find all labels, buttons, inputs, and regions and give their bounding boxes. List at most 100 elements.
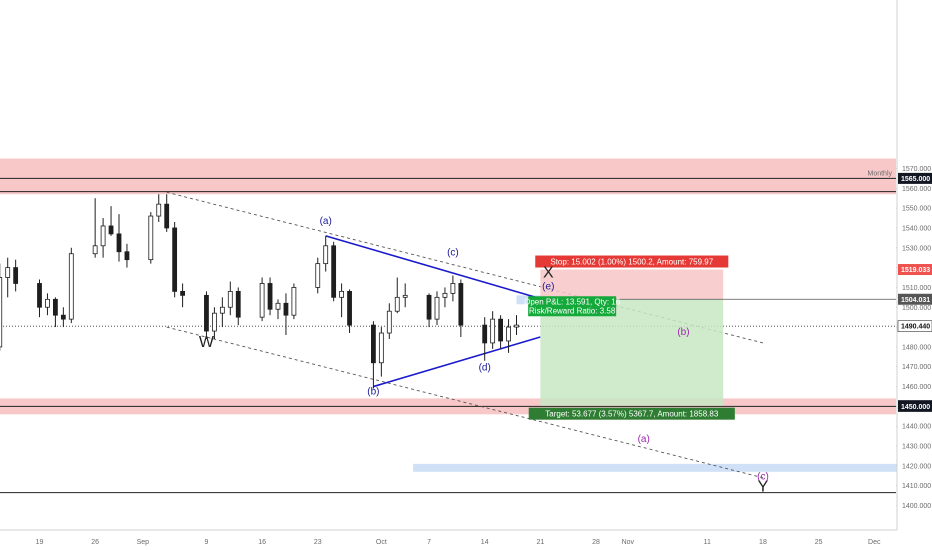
price-badge-label: 1490.440	[901, 324, 930, 331]
horizontal-line-label: Monthly	[867, 170, 892, 177]
y-tick-label: 1560.000	[902, 186, 931, 193]
candle-body[interactable]	[172, 227, 178, 292]
candle-body[interactable]	[370, 324, 376, 364]
time-axis[interactable]	[0, 530, 932, 550]
candle-body[interactable]	[315, 263, 321, 288]
x-tick-label: Sep	[137, 539, 150, 546]
price-badge	[898, 264, 932, 276]
wave-label: (a)	[638, 434, 650, 445]
candle-body[interactable]	[291, 287, 297, 316]
candle-body[interactable]	[490, 318, 496, 344]
channel-line-1[interactable]	[166, 326, 764, 479]
candle-body[interactable]	[60, 314, 66, 320]
resistance-zone-0	[0, 158, 896, 195]
x-tick-label: 7	[427, 539, 431, 546]
wave-label: (d)	[479, 363, 491, 374]
candle-body[interactable]	[45, 298, 50, 308]
candle-body[interactable]	[219, 306, 225, 314]
candle-body[interactable]	[386, 310, 392, 334]
candle-body[interactable]	[514, 324, 519, 328]
candle-body[interactable]	[458, 283, 464, 326]
x-tick-label: 21	[536, 539, 544, 546]
price-badge-label: 1504.031	[901, 297, 930, 304]
y-tick-label: 1420.000	[902, 463, 931, 470]
y-tick-label: 1440.000	[902, 424, 931, 431]
candle-body[interactable]	[394, 296, 400, 312]
wave-label: (b)	[677, 327, 689, 338]
candle-body[interactable]	[378, 332, 384, 364]
open-pnl-label: Open P&L: 13.591, Qty: 16	[524, 297, 621, 306]
wave-label: (a)	[320, 216, 332, 227]
pattern-label: X	[543, 265, 554, 282]
candle-body[interactable]	[53, 298, 58, 316]
price-badge-label: 1450.000	[901, 404, 930, 411]
wave-label: (e)	[542, 281, 554, 292]
wave-label: (c)	[757, 472, 769, 483]
candle-body[interactable]	[402, 294, 408, 298]
candle-body[interactable]	[434, 296, 440, 320]
candle-body[interactable]	[68, 253, 74, 320]
y-tick-label: 1470.000	[902, 364, 931, 371]
price-badge	[898, 172, 932, 184]
y-tick-label: 1480.000	[902, 344, 931, 351]
candle-body[interactable]	[180, 290, 186, 296]
x-tick-label: Nov	[622, 539, 635, 546]
price-badge	[898, 293, 932, 305]
y-tick-label: 1400.000	[902, 503, 931, 510]
x-tick-label: 11	[704, 539, 711, 546]
candle-body[interactable]	[227, 290, 233, 308]
candle-body[interactable]	[0, 277, 3, 348]
y-tick-label: 1550.000	[902, 206, 931, 213]
candle-body[interactable]	[13, 267, 19, 284]
candle-body[interactable]	[211, 312, 217, 332]
candle-body[interactable]	[482, 324, 488, 344]
target-label: Target: 53.677 (3.57%) 5367.7, Amount: 1…	[545, 410, 719, 419]
candle-body[interactable]	[92, 245, 98, 255]
candle-body[interactable]	[498, 318, 504, 342]
candle-body[interactable]	[506, 326, 511, 342]
candle-body[interactable]	[37, 283, 42, 308]
risk-reward-label: Risk/Reward Ratio: 3.58	[529, 306, 616, 315]
price-badge	[897, 320, 932, 333]
x-tick-label: 25	[815, 539, 823, 546]
x-tick-label: 28	[592, 539, 600, 546]
candle-body[interactable]	[267, 283, 273, 310]
take-profit-area[interactable]	[540, 299, 724, 406]
candle-body[interactable]	[347, 290, 352, 326]
wave-label: (c)	[447, 248, 459, 259]
candle-body[interactable]	[339, 290, 345, 298]
candle-body[interactable]	[108, 225, 114, 235]
candle-body[interactable]	[100, 225, 106, 247]
candle-body[interactable]	[116, 233, 122, 253]
candle-body[interactable]	[283, 302, 289, 316]
candle-body[interactable]	[259, 283, 265, 318]
candle-body[interactable]	[148, 215, 154, 261]
y-tick-label: 1460.000	[902, 384, 931, 391]
stop-label: Stop: 15.002 (1.00%) 1500.2, Amount: 759…	[550, 258, 713, 267]
triangle-line-3[interactable]	[373, 336, 541, 388]
candle-body[interactable]	[442, 292, 448, 298]
x-tick-label: 9	[204, 539, 208, 546]
price-badge-label: 1519.033	[901, 267, 930, 274]
candle-body[interactable]	[124, 251, 130, 261]
candle-body[interactable]	[323, 245, 329, 265]
price-badge	[898, 400, 932, 412]
pattern-label: Y	[758, 479, 769, 496]
candle-body[interactable]	[235, 290, 241, 318]
pattern-label: W	[199, 334, 215, 351]
stop-loss-area[interactable]	[540, 269, 724, 300]
candle-body[interactable]	[450, 283, 456, 294]
candle-body[interactable]	[204, 294, 209, 332]
candle-body[interactable]	[164, 203, 170, 229]
candle-body[interactable]	[331, 245, 337, 298]
x-tick-label: 23	[314, 539, 322, 546]
triangle-line-2[interactable]	[325, 235, 557, 305]
candle-body[interactable]	[156, 203, 162, 217]
open-pnl-box	[528, 296, 617, 317]
candle-body[interactable]	[426, 294, 432, 320]
candle-body[interactable]	[5, 267, 11, 278]
candle-body[interactable]	[275, 302, 281, 310]
y-tick-label: 1410.000	[902, 483, 931, 490]
